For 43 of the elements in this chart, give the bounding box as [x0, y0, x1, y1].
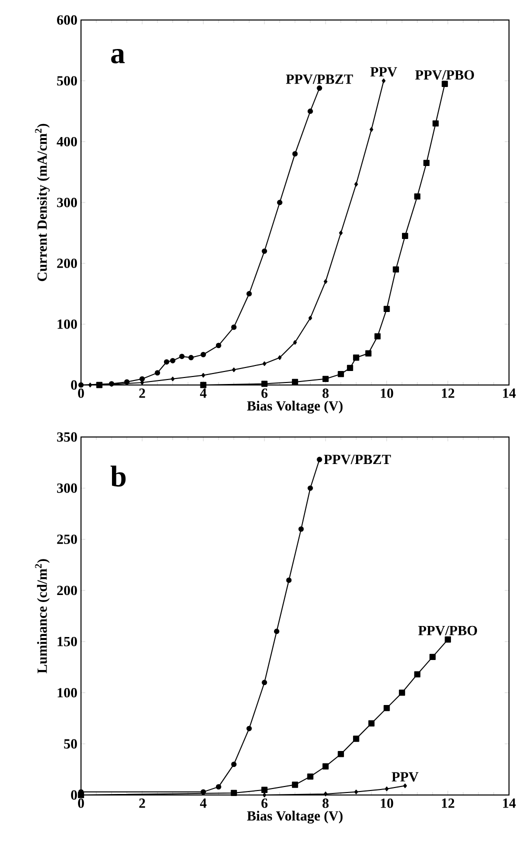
x-axis-title: Bias Voltage (V) — [247, 810, 343, 824]
x-axis-title: Bias Voltage (V) — [247, 400, 343, 414]
y-tick-label: 500 — [57, 76, 77, 86]
text: a — [111, 49, 125, 64]
y-tick-label: 600 — [57, 15, 77, 25]
text: b — [110, 466, 126, 487]
x-tick-label: 10 — [380, 798, 394, 808]
y-tick-label: 350 — [57, 432, 77, 442]
x-tick-label: 2 — [139, 388, 146, 398]
series-label: PPV/PBZT — [324, 454, 391, 464]
y-axis-title: Luminance (cd/m$^{2}$) — [35, 559, 50, 674]
y-tick-label: 400 — [56, 136, 77, 146]
y-tick-label: 250 — [57, 534, 77, 544]
y-tick-label: 200 — [57, 586, 77, 596]
x-tick-label: 12 — [442, 798, 454, 808]
x-tick-label: 4 — [200, 388, 207, 398]
series-label: PPV/PBO — [418, 626, 478, 636]
x-tick-label: 4 — [200, 798, 207, 808]
x-tick-label: 0 — [78, 388, 84, 398]
x-tick-label: 14 — [503, 388, 516, 398]
series-label: PPV — [370, 67, 398, 77]
x-tick-label: 14 — [503, 798, 516, 808]
x-tick-label: 0 — [78, 798, 84, 808]
y-tick-label: 0 — [71, 790, 77, 800]
x-tick-label: 6 — [261, 388, 268, 398]
y-tick-label: 200 — [57, 258, 77, 268]
x-tick-label: 8 — [322, 388, 329, 398]
x-tick-label: 2 — [139, 798, 146, 808]
x-tick-label: 10 — [380, 388, 394, 398]
y-tick-label: 100 — [58, 688, 77, 698]
y-tick-label: 300 — [57, 483, 77, 493]
series-label: PPV/PBO — [415, 70, 474, 80]
series-label: PPV/PBZT — [286, 74, 353, 84]
y-tick-label: 50 — [64, 739, 77, 749]
y-tick-label: 100 — [58, 319, 77, 329]
y-axis-title: Current Density (mA/cm$^{2}$) — [35, 124, 50, 282]
series-label: PPV — [392, 772, 418, 782]
y-tick-label: 0 — [71, 380, 77, 390]
x-tick-label: 6 — [261, 798, 268, 808]
x-tick-label: 12 — [442, 388, 454, 398]
y-tick-label: 300 — [57, 198, 77, 208]
x-tick-label: 8 — [322, 798, 329, 808]
y-tick-label: 150 — [58, 636, 77, 646]
